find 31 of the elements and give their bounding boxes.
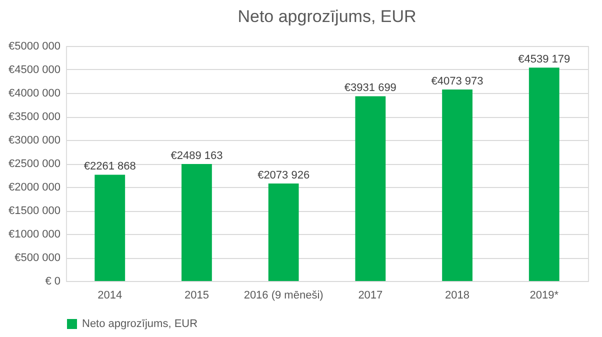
y-tick-label: €3500 000 xyxy=(8,111,60,123)
x-tick-label: 2015 xyxy=(184,290,209,302)
y-tick-label: €4500 000 xyxy=(8,64,60,76)
bar xyxy=(355,96,386,281)
legend-label: Neto apgrozījums, EUR xyxy=(82,318,198,330)
bar xyxy=(268,184,299,281)
data-label: €2261 868 xyxy=(84,160,136,173)
y-tick-label: €2000 000 xyxy=(8,182,60,194)
data-label: €4073 973 xyxy=(431,76,484,88)
data-label: €2073 926 xyxy=(258,170,310,182)
bar xyxy=(94,174,126,281)
y-tick-label: €5000 000 xyxy=(8,40,60,52)
y-tick-label: €3000 000 xyxy=(8,134,60,146)
bar xyxy=(182,164,212,281)
x-tick-label: 2014 xyxy=(98,290,122,302)
y-tick-label: €4000 000 xyxy=(8,88,60,100)
y-tick-label: €1000 000 xyxy=(8,228,60,240)
y-tick-label: € 0 xyxy=(45,276,60,288)
x-tick-label: 2018 xyxy=(445,290,470,302)
chart-title: Neto apgrozījums, EUR xyxy=(238,7,416,26)
x-tick-label: 2019* xyxy=(530,290,560,302)
y-tick-label: €1500 000 xyxy=(8,205,60,217)
data-label: €2489 163 xyxy=(170,150,223,162)
data-label: €4539 179 xyxy=(518,54,570,66)
x-tick-label: 2017 xyxy=(358,290,383,302)
data-label: €3931 699 xyxy=(344,82,396,94)
bar xyxy=(528,68,560,281)
bar xyxy=(442,90,472,281)
y-tick-label: €2500 000 xyxy=(8,158,60,170)
x-tick-label: 2016 (9 mēneši) xyxy=(244,290,324,302)
y-tick-label: €500 000 xyxy=(14,252,60,264)
